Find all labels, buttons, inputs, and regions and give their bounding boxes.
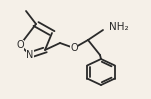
Text: N: N bbox=[26, 50, 34, 60]
Text: O: O bbox=[16, 40, 24, 50]
Text: NH₂: NH₂ bbox=[109, 22, 129, 32]
Text: O: O bbox=[70, 43, 78, 53]
